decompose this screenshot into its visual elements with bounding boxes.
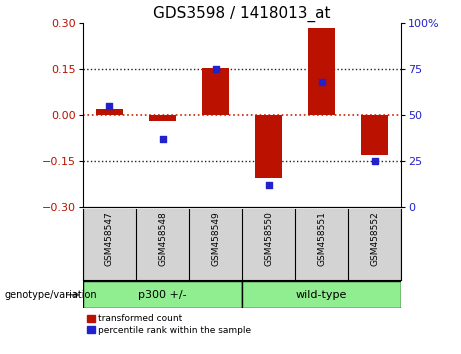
Text: GSM458547: GSM458547 <box>105 211 114 266</box>
Point <box>265 182 272 188</box>
Legend: transformed count, percentile rank within the sample: transformed count, percentile rank withi… <box>88 314 251 335</box>
Bar <box>255 115 282 178</box>
Bar <box>361 115 388 155</box>
Bar <box>202 68 229 115</box>
Text: p300 +/-: p300 +/- <box>138 290 187 300</box>
Text: GSM458548: GSM458548 <box>158 211 167 266</box>
Point <box>318 79 325 85</box>
Bar <box>242 281 401 308</box>
Bar <box>96 109 123 115</box>
Point <box>371 158 378 164</box>
Point <box>159 136 166 142</box>
Title: GDS3598 / 1418013_at: GDS3598 / 1418013_at <box>153 5 331 22</box>
Bar <box>83 281 242 308</box>
Text: GSM458549: GSM458549 <box>211 211 220 266</box>
Bar <box>308 28 335 115</box>
Text: GSM458551: GSM458551 <box>317 211 326 266</box>
Text: wild-type: wild-type <box>296 290 347 300</box>
Text: GSM458550: GSM458550 <box>264 211 273 266</box>
Point <box>106 103 113 109</box>
Bar <box>149 115 176 121</box>
Text: genotype/variation: genotype/variation <box>5 290 97 300</box>
Point <box>212 66 219 72</box>
Text: GSM458552: GSM458552 <box>370 211 379 266</box>
